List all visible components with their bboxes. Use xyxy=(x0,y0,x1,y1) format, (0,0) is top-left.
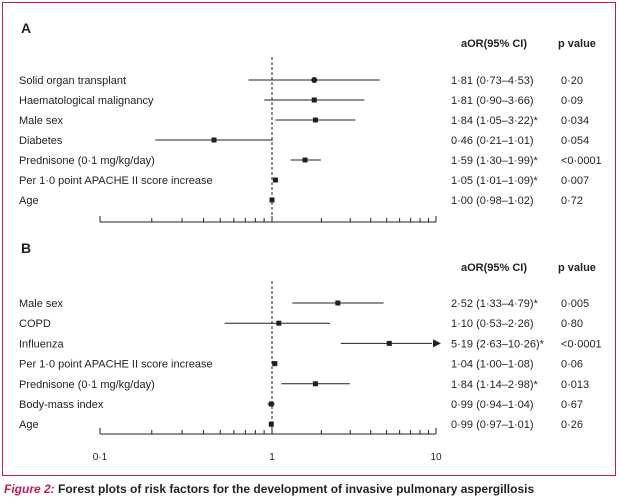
x-tick-label: 10 xyxy=(430,452,442,463)
point-estimate xyxy=(272,177,278,183)
row-label: Age xyxy=(19,419,39,431)
p-value: 0·20 xyxy=(561,75,583,87)
or-ci-value: 1·04 (1·00–1·08) xyxy=(451,359,534,371)
p-value: 0·007 xyxy=(561,175,589,187)
point-estimate xyxy=(268,421,274,427)
row-label: Diabetes xyxy=(19,135,63,147)
p-value: 0·005 xyxy=(561,298,589,310)
row-label: Per 1·0 point APACHE II score increase xyxy=(19,175,213,187)
p-value: 0·013 xyxy=(561,379,589,391)
p-column-header: p value xyxy=(558,38,596,50)
or-ci-value: 2·52 (1·33–4·79)* xyxy=(451,298,539,310)
point-estimate xyxy=(311,97,317,103)
p-value: 0·80 xyxy=(561,318,583,330)
x-tick-label: 0·1 xyxy=(93,452,108,463)
p-value: 0·26 xyxy=(561,419,583,431)
p-value: 0·054 xyxy=(561,135,589,147)
row-label: Solid organ transplant xyxy=(19,75,126,87)
caption-label: Figure 2: xyxy=(4,482,55,496)
row-label: Male sex xyxy=(19,115,64,127)
or-ci-value: 1·84 (1·14–2·98)* xyxy=(451,379,539,391)
or-ci-value: 0·99 (0·97–1·01) xyxy=(451,419,534,431)
figure-caption: Figure 2: Forest plots of risk factors f… xyxy=(4,482,534,496)
p-value: 0·034 xyxy=(561,115,589,127)
p-column-header: p value xyxy=(558,262,596,274)
row-label: Influenza xyxy=(19,338,65,350)
point-estimate xyxy=(312,117,318,123)
panel-label: A xyxy=(21,20,31,36)
or-ci-value: 1·10 (0·53–2·26) xyxy=(451,318,534,330)
or-ci-value: 1·81 (0·73–4·53) xyxy=(451,75,534,87)
row-label: Prednisone (0·1 mg/kg/day) xyxy=(19,155,155,167)
x-tick-label: 1 xyxy=(269,452,275,463)
point-estimate xyxy=(276,320,282,326)
point-estimate xyxy=(311,77,318,83)
row-label: Per 1·0 point APACHE II score increase xyxy=(19,359,213,371)
or-column-header: aOR(95% CI) xyxy=(461,262,527,274)
or-ci-value: 1·81 (0·90–3·66) xyxy=(451,95,534,107)
or-ci-value: 0·46 (0·21–1·01) xyxy=(451,135,534,147)
point-estimate xyxy=(335,300,341,306)
p-value: <0·0001 xyxy=(561,155,602,167)
ci-arrowhead xyxy=(433,339,441,348)
row-label: COPD xyxy=(19,318,51,330)
p-value: 0·67 xyxy=(561,399,583,411)
or-ci-value: 1·05 (1·01–1·09)* xyxy=(451,175,539,187)
or-ci-value: 5·19 (2·63–10·26)* xyxy=(451,338,545,350)
or-ci-value: 0·99 (0·94–1·04) xyxy=(451,399,534,411)
row-label: Prednisone (0·1 mg/kg/day) xyxy=(19,379,155,391)
row-label: Age xyxy=(19,195,39,207)
figure-frame xyxy=(2,2,616,476)
point-estimate xyxy=(386,340,392,346)
p-value: <0·0001 xyxy=(561,338,602,350)
point-estimate xyxy=(211,137,217,143)
point-estimate xyxy=(269,197,275,203)
p-value: 0·72 xyxy=(561,195,583,207)
caption-text: Forest plots of risk factors for the dev… xyxy=(54,482,535,496)
or-ci-value: 1·00 (0·98–1·02) xyxy=(451,195,534,207)
p-value: 0·09 xyxy=(561,95,583,107)
row-label: Male sex xyxy=(19,298,64,310)
or-ci-value: 1·84 (1·05–3·22)* xyxy=(451,115,539,127)
row-label: Body-mass index xyxy=(19,399,104,411)
point-estimate xyxy=(272,361,278,367)
or-column-header: aOR(95% CI) xyxy=(461,38,527,50)
point-estimate xyxy=(302,157,308,163)
or-ci-value: 1·59 (1·30–1·99)* xyxy=(451,155,539,167)
row-label: Haematological malignancy xyxy=(19,95,154,107)
point-estimate xyxy=(312,381,318,387)
p-value: 0·06 xyxy=(561,359,583,371)
point-estimate xyxy=(268,401,274,407)
panel-label: B xyxy=(21,240,31,256)
